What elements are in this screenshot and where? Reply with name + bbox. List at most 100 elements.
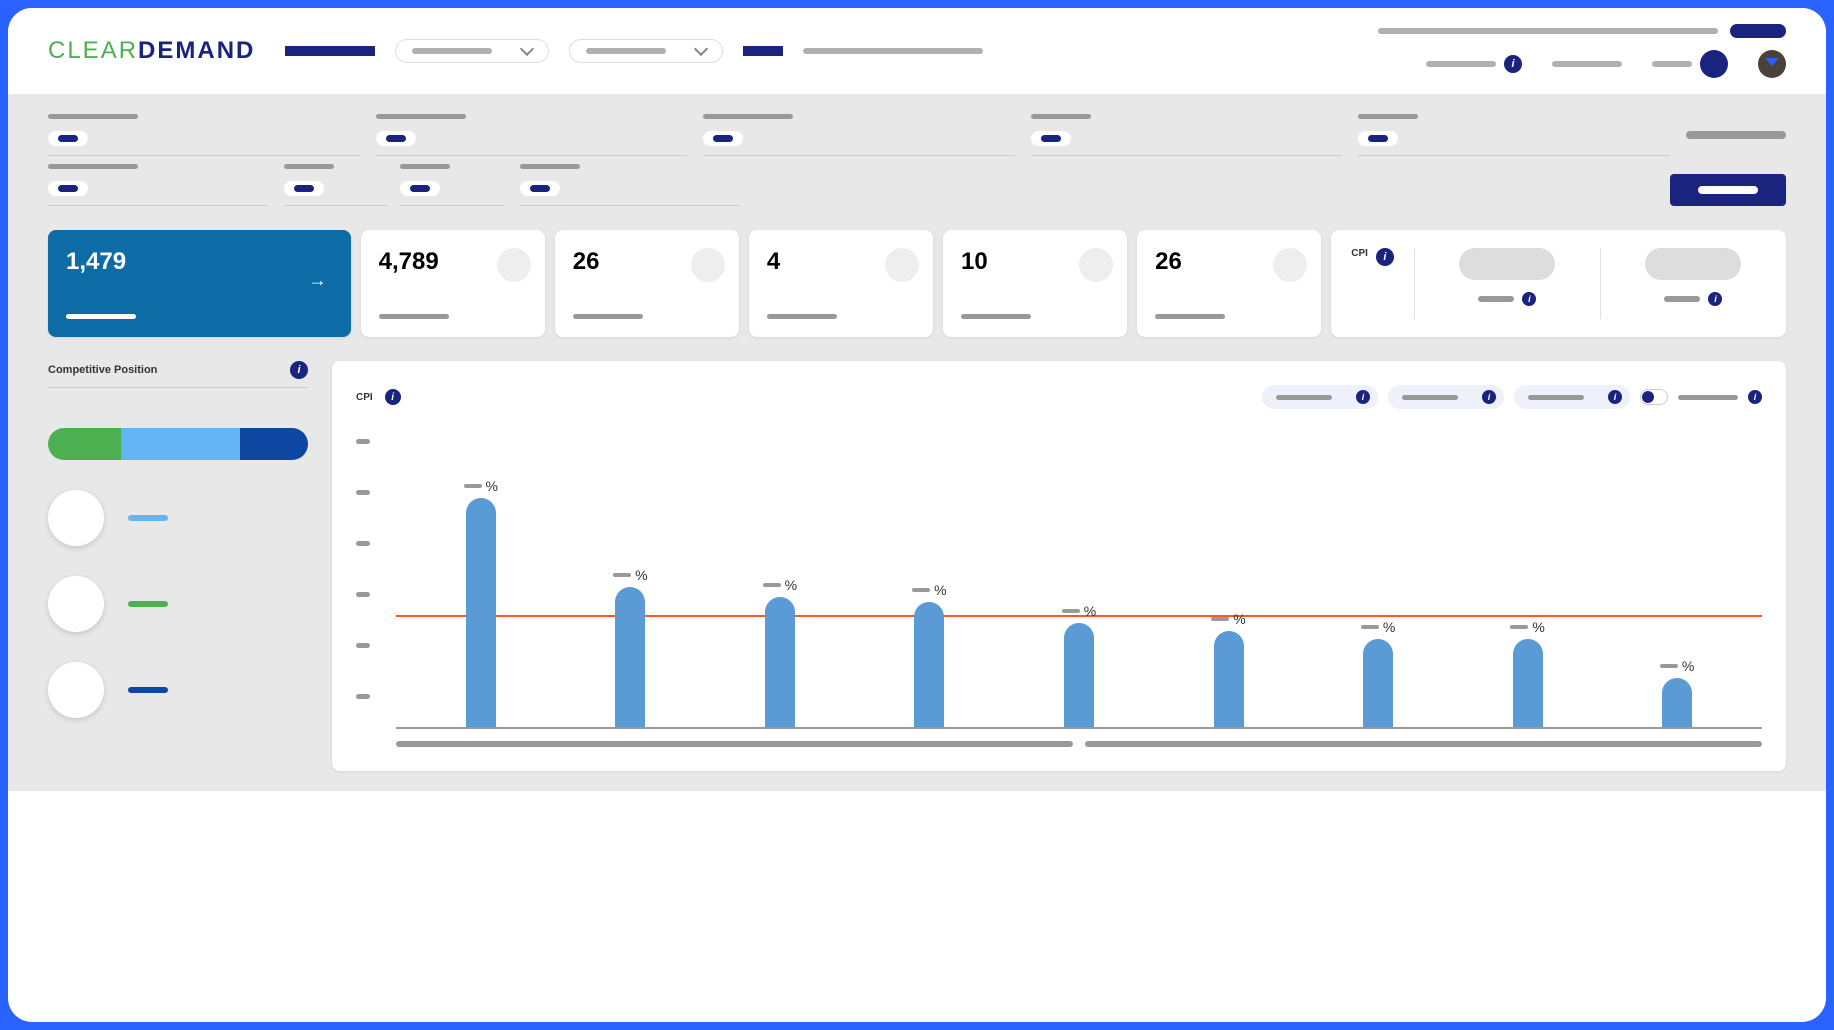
- chart-chip[interactable]: i: [1514, 385, 1630, 409]
- metric-circle-icon: [885, 248, 919, 282]
- stat-group-2: [1552, 61, 1622, 67]
- filter-chip[interactable]: [284, 181, 324, 196]
- filter-row-1: [48, 114, 1786, 156]
- chart-chip[interactable]: i: [1262, 385, 1378, 409]
- bar[interactable]: [466, 498, 496, 727]
- filter-right-text: [1686, 131, 1786, 139]
- metric-sublabel: [1155, 314, 1225, 319]
- metric-sublabel: [573, 314, 643, 319]
- metric-card[interactable]: 26: [1137, 230, 1321, 337]
- bar-label: %: [1062, 603, 1096, 619]
- bar-percent: %: [635, 567, 647, 583]
- info-icon[interactable]: i: [385, 389, 401, 405]
- metric-sublabel: [379, 314, 449, 319]
- bar[interactable]: [765, 597, 795, 727]
- metric-sublabel: [961, 314, 1031, 319]
- y-tick: [356, 541, 370, 546]
- content: 1,479 → 4,789 26 4 10: [8, 94, 1826, 791]
- filter-cell-pair: [284, 164, 504, 206]
- info-icon[interactable]: i: [290, 361, 308, 379]
- x-axis-segment: [396, 741, 1073, 747]
- dropdown-1[interactable]: [395, 39, 549, 63]
- chart-controls: i i i i: [1262, 385, 1762, 409]
- dropdown-2[interactable]: [569, 39, 723, 63]
- side-title: Competitive Position: [48, 364, 157, 376]
- metric-card[interactable]: 26: [555, 230, 739, 337]
- dropdown-placeholder: [586, 48, 666, 54]
- filter-chip[interactable]: [400, 181, 440, 196]
- apply-button[interactable]: [1670, 174, 1786, 206]
- filter-cell: [400, 164, 504, 206]
- info-icon[interactable]: i: [1748, 390, 1762, 404]
- cpi-card: CPI i i i: [1331, 230, 1786, 337]
- metric-card-active[interactable]: 1,479 →: [48, 230, 351, 337]
- legend-color-line: [128, 601, 168, 607]
- header-bottom-row: i: [1426, 50, 1786, 78]
- chart-chip[interactable]: i: [1388, 385, 1504, 409]
- y-tick: [356, 643, 370, 648]
- filter-chip[interactable]: [520, 181, 560, 196]
- cpi-sub: i: [1478, 292, 1536, 306]
- bar-label: %: [1510, 619, 1544, 635]
- bar-group: %: [1503, 619, 1553, 727]
- legend-color-line: [128, 515, 168, 521]
- y-tick: [356, 592, 370, 597]
- metric-card[interactable]: 4,789: [361, 230, 545, 337]
- legend-circle: [48, 662, 104, 718]
- filter-label: [1031, 114, 1091, 119]
- position-bar: [48, 428, 308, 460]
- metric-card[interactable]: 10: [943, 230, 1127, 337]
- info-icon[interactable]: i: [1376, 248, 1394, 266]
- bar-group: %: [755, 577, 805, 727]
- bar[interactable]: [1513, 639, 1543, 727]
- header-badge[interactable]: [1730, 24, 1786, 38]
- chart-body: %%%%%%%%%: [356, 429, 1762, 729]
- bar[interactable]: [1363, 639, 1393, 727]
- filter-chip[interactable]: [376, 131, 416, 146]
- filter-row-2: [48, 164, 1786, 206]
- filter-chip[interactable]: [1031, 131, 1071, 146]
- chart-toggle[interactable]: [1640, 389, 1668, 405]
- info-icon[interactable]: i: [1522, 292, 1536, 306]
- bar-label-line: [1211, 617, 1229, 621]
- bar-group: %: [1054, 603, 1104, 727]
- app-container: CLEAR DEMAND i: [8, 8, 1826, 1022]
- chip-label: [1528, 395, 1584, 400]
- metrics-row: 1,479 → 4,789 26 4 10: [48, 230, 1786, 337]
- cpi-gauge: [1645, 248, 1741, 280]
- x-axis-segment: [1085, 741, 1762, 747]
- x-axis: [356, 741, 1762, 747]
- chart-title: CPI: [356, 392, 373, 403]
- filter-chip[interactable]: [48, 131, 88, 146]
- y-axis: [356, 429, 396, 729]
- bar[interactable]: [1214, 631, 1244, 727]
- filter-chip[interactable]: [48, 181, 88, 196]
- bar-percent: %: [1682, 658, 1694, 674]
- metric-sublabel: [66, 314, 136, 319]
- bar-group: %: [605, 567, 655, 727]
- legend-color-line: [128, 687, 168, 693]
- metric-card[interactable]: 4: [749, 230, 933, 337]
- position-segment: [48, 428, 121, 460]
- cpi-label: CPI: [1351, 248, 1368, 259]
- info-icon: i: [1608, 390, 1622, 404]
- header: CLEAR DEMAND i: [8, 8, 1826, 94]
- filter-chip[interactable]: [1358, 131, 1398, 146]
- bar[interactable]: [914, 602, 944, 727]
- bar[interactable]: [615, 587, 645, 727]
- filter-button[interactable]: [1758, 50, 1786, 78]
- position-segment: [240, 428, 308, 460]
- logo-part1: CLEAR: [48, 37, 138, 65]
- bar[interactable]: [1662, 678, 1692, 727]
- main-row: Competitive Position i CPI i i: [48, 361, 1786, 771]
- chevron-down-icon: [694, 42, 708, 56]
- metric-sublabel: [767, 314, 837, 319]
- legend-item: [48, 490, 308, 546]
- filter-cell: [1358, 114, 1670, 156]
- filter-chip[interactable]: [703, 131, 743, 146]
- info-icon[interactable]: i: [1708, 292, 1722, 306]
- bar[interactable]: [1064, 623, 1094, 727]
- avatar[interactable]: [1700, 50, 1728, 78]
- cpi-sub-label: [1478, 296, 1514, 302]
- info-icon[interactable]: i: [1504, 55, 1522, 73]
